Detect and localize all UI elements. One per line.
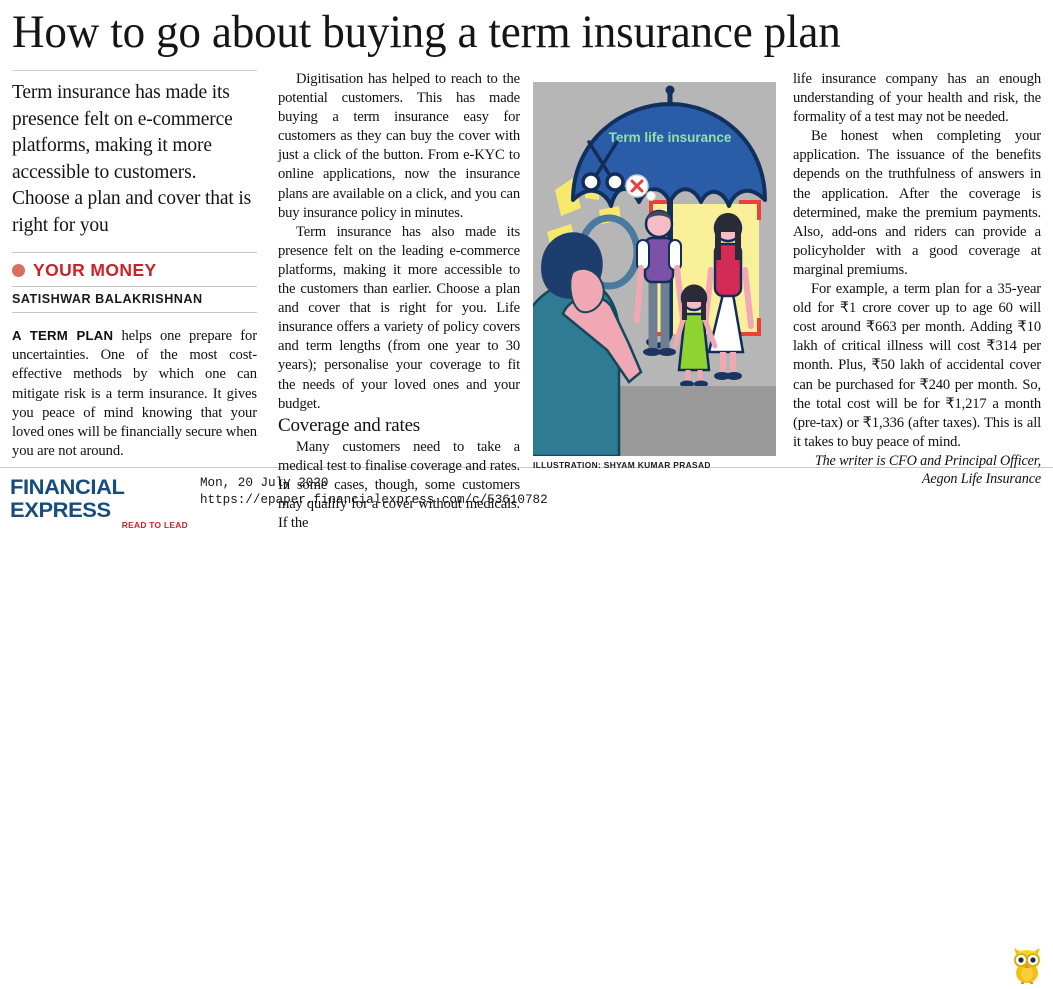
publication-date: Mon, 20 July 2020 bbox=[200, 476, 329, 490]
paragraph: Term insurance has also made its presenc… bbox=[278, 223, 520, 412]
publication-logo: FINANCIAL EXPRESS READ TO LEAD bbox=[10, 476, 192, 530]
section-subhead: Coverage and rates bbox=[278, 414, 420, 436]
paragraph: Digitisation has helped to reach to the … bbox=[278, 71, 520, 221]
footer-meta: Mon, 20 July 2020 https://epaper.financi… bbox=[200, 475, 548, 509]
article-body: Term insurance has made its presence fel… bbox=[0, 70, 1053, 531]
writer-note: The writer is CFO and Principal Officer,… bbox=[814, 452, 1041, 488]
paragraph: Many customers need to take a medical te… bbox=[278, 438, 520, 532]
byline-section: SATISHWAR BALAKRISHNAN bbox=[12, 286, 257, 313]
paragraph: Be honest when completing your applicati… bbox=[793, 128, 1041, 278]
paragraph: For example, a term plan for a 35-year o… bbox=[793, 281, 1041, 450]
kicker-section: YOUR MONEY bbox=[12, 252, 257, 281]
column-two: Digitisation has helped to reach to the … bbox=[278, 70, 520, 533]
page-footer: FINANCIAL EXPRESS READ TO LEAD Mon, 20 J… bbox=[0, 472, 1053, 984]
owl-icon bbox=[1008, 946, 1046, 984]
column-four: life insurance company has an enough und… bbox=[793, 70, 1041, 489]
source-url[interactable]: https://epaper.financialexpress.com/c/53… bbox=[200, 493, 548, 507]
kicker-label: YOUR MONEY bbox=[33, 260, 157, 280]
column-one: Term insurance has made its presence fel… bbox=[12, 70, 257, 461]
divider-byline bbox=[12, 312, 257, 313]
article-illustration: Term life insurance bbox=[533, 82, 776, 456]
page-title: How to go about buying a term insurance … bbox=[12, 6, 841, 58]
lead-in-bold: A TERM PLAN bbox=[12, 328, 114, 343]
paragraph: life insurance company has an enough und… bbox=[793, 71, 1041, 126]
kicker: YOUR MONEY bbox=[12, 260, 257, 281]
logo-tagline: READ TO LEAD bbox=[121, 520, 188, 530]
bullet-dot-icon bbox=[12, 264, 25, 277]
newspaper-clipping-page: How to go about buying a term insurance … bbox=[0, 6, 1053, 984]
logo-wordmark: FINANCIAL EXPRESS bbox=[10, 475, 125, 522]
column-one-text: A TERM PLAN helps one prepare for uncert… bbox=[12, 326, 257, 461]
divider-top bbox=[12, 70, 257, 71]
illustration-credit: ILLUSTRATION: SHYAM KUMAR PRASAD bbox=[533, 460, 711, 470]
lead-in-rest: helps one prepare for uncertainties. One… bbox=[12, 328, 257, 460]
umbrella-label: Term life insurance bbox=[609, 130, 732, 145]
byline: SATISHWAR BALAKRISHNAN bbox=[12, 292, 203, 306]
standfirst: Term insurance has made its presence fel… bbox=[12, 82, 252, 236]
